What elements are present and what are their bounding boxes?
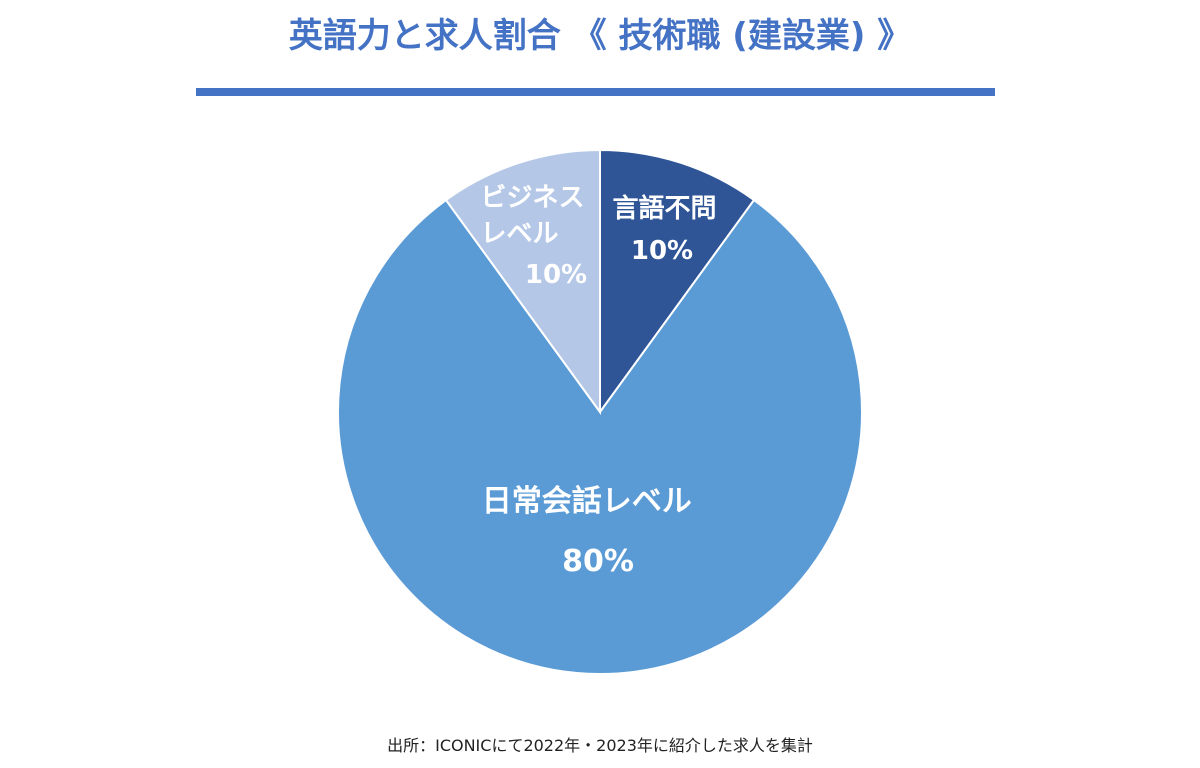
slice-label-language-free-name: 言語不問 (612, 193, 716, 224)
slice-label-daily-conversation: 日常会話レベル 80% (482, 484, 702, 579)
chart-title: 英語力と求人割合 《 技術職 (建設業) 》 (288, 16, 912, 56)
title-underline (196, 88, 995, 96)
slice-label-business: ビジネス レベル 10% (480, 183, 593, 290)
slice-daily-conversation (337, 198, 863, 675)
source-note: 出所：ICONICにて2022年・2023年に紹介した求人を集計 (387, 736, 813, 755)
slice-label-business-name-line2: レベル (480, 219, 558, 249)
slice-label-language-free: 言語不問 10% (612, 193, 725, 266)
slice-language-free (599, 148, 756, 416)
slice-label-daily-conversation-name: 日常会話レベル (482, 484, 692, 519)
slice-label-daily-conversation-value: 80% (562, 544, 634, 579)
slice-label-business-value: 10% (525, 260, 587, 290)
slice-business (444, 148, 601, 416)
slice-label-business-name-line1: ビジネス (480, 183, 584, 213)
slice-label-language-free-value: 10% (631, 236, 693, 266)
